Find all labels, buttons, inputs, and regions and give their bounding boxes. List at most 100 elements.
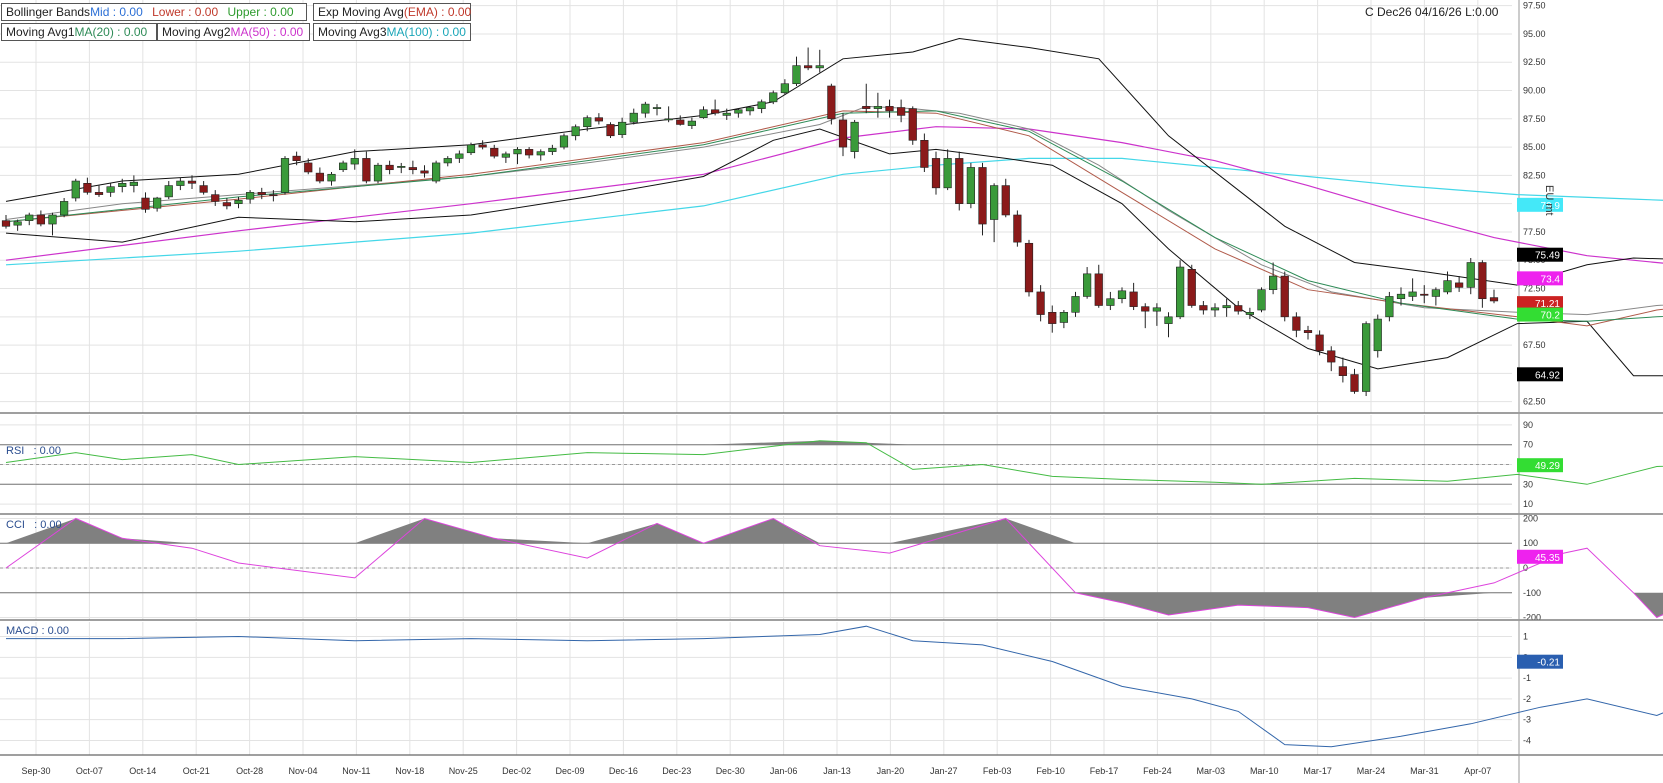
- bb-upper: Upper : 0.00: [227, 5, 294, 19]
- candle-body-82: [955, 158, 964, 204]
- y-tag-text-1-0: 49.29: [1535, 461, 1560, 472]
- candle-body-85: [990, 185, 999, 220]
- candle-body-90: [1048, 311, 1057, 324]
- candle-body-42: [490, 147, 499, 157]
- candle-body-83: [966, 167, 975, 204]
- candle-body-119: [1385, 296, 1394, 318]
- y-tick-0-97.50: 97.50: [1523, 1, 1546, 11]
- y-tag-text-3-0: -0.21: [1537, 658, 1560, 669]
- candle-body-71: [827, 85, 836, 120]
- candle-body-108: [1257, 289, 1266, 311]
- legend-ma2[interactable]: Moving Avg2MA(50) : 0.00: [157, 23, 310, 41]
- candle-body-18: [211, 194, 220, 202]
- candle-body-113: [1315, 334, 1324, 352]
- y-tag-0-2: [1517, 296, 1563, 311]
- candle-body-37: [432, 162, 441, 182]
- macd-name: MACD: [6, 625, 39, 637]
- x-tick-Feb-03: Feb-03: [983, 766, 1012, 776]
- cci-high-fill: [6, 518, 1663, 544]
- candle-body-7: [83, 183, 92, 193]
- candle-body-9: [106, 186, 115, 193]
- candle-body-51: [594, 117, 603, 122]
- candle-body-117: [1362, 323, 1371, 392]
- candle-body-43: [501, 153, 510, 158]
- y-tag-0-4: [1517, 367, 1563, 382]
- x-tick-Jan-27: Jan-27: [930, 766, 958, 776]
- candle-body-111: [1292, 316, 1301, 331]
- ma100-line: [5, 157, 1663, 266]
- x-tick-Apr-07: Apr-07: [1464, 766, 1491, 776]
- legend-bollinger-bands[interactable]: Bollinger BandsMid : 0.00 Lower : 0.00 U…: [1, 3, 307, 21]
- x-tick-Oct-28: Oct-28: [236, 766, 263, 776]
- candle-body-59: [687, 120, 696, 126]
- candle-body-107: [1245, 311, 1254, 315]
- candle-body-54: [629, 112, 638, 123]
- candle-body-104: [1210, 307, 1220, 311]
- candle-body-64: [745, 107, 755, 112]
- candle-body-2: [25, 214, 34, 221]
- y-tag-1-0: [1517, 458, 1563, 473]
- ma3-name: Moving Avg3: [318, 25, 387, 39]
- candle-body-80: [931, 158, 941, 189]
- candle-body-94: [1094, 273, 1103, 306]
- candle-body-12: [141, 197, 150, 210]
- y-tick-1-90: 90: [1523, 420, 1533, 430]
- bb-mid-line: [5, 105, 1663, 316]
- ma2-name: Moving Avg2: [162, 25, 231, 39]
- candle-body-84: [978, 167, 987, 225]
- candle-body-39: [455, 153, 464, 159]
- x-tick-Sep-30: Sep-30: [21, 766, 50, 776]
- y-tick-2-0: 0: [1523, 563, 1528, 573]
- candle-body-14: [164, 185, 173, 198]
- candle-body-13: [153, 197, 162, 209]
- y-tick-3--3: -3: [1523, 715, 1531, 725]
- x-tick-Mar-31: Mar-31: [1410, 766, 1439, 776]
- candle-body-87: [1013, 214, 1022, 243]
- candle-body-8: [94, 192, 104, 195]
- y-tag-2-0: [1517, 549, 1563, 564]
- candle-body-29: [339, 162, 348, 171]
- candle-body-116: [1350, 374, 1359, 392]
- y-tick-0-87.50: 87.50: [1523, 114, 1546, 124]
- candle-body-62: [722, 112, 731, 116]
- candle-body-48: [559, 135, 569, 148]
- ema-tag: (EMA) : 0.00: [403, 5, 472, 19]
- candle-body-75: [873, 106, 882, 109]
- candle-body-30: [350, 158, 359, 165]
- candle-body-49: [571, 126, 580, 137]
- macd-label: MACD : 0.00: [6, 625, 69, 637]
- rsi-label: RSI : 0.00: [6, 445, 61, 457]
- legend-ema[interactable]: Exp Moving Avg(EMA) : 0.00: [313, 3, 471, 21]
- candle-body-65: [757, 101, 766, 109]
- y-tick-3--2: -2: [1523, 694, 1531, 704]
- candle-body-10: [118, 183, 127, 187]
- candle-body-102: [1187, 268, 1196, 306]
- candle-body-115: [1338, 366, 1347, 376]
- candle-body-45: [525, 149, 534, 156]
- legend-ma1[interactable]: Moving Avg1MA(20) : 0.00: [1, 23, 157, 41]
- ema-line: [5, 110, 1663, 327]
- candle-body-11: [129, 181, 138, 186]
- candle-body-16: [187, 180, 197, 184]
- candle-body-93: [1083, 273, 1092, 297]
- candle-body-66: [769, 92, 778, 103]
- legend-ma3[interactable]: Moving Avg3MA(100) : 0.00: [313, 23, 471, 41]
- candle-body-125: [1455, 282, 1464, 288]
- x-tick-Mar-03: Mar-03: [1197, 766, 1226, 776]
- candle-body-123: [1431, 289, 1440, 297]
- y-tag-3-0: [1517, 654, 1563, 669]
- candle-body-127: [1478, 262, 1487, 300]
- candle-body-20: [234, 199, 243, 204]
- cci-value: : 0.00: [34, 519, 62, 531]
- macd-line: [6, 625, 1663, 748]
- x-tick-Mar-17: Mar-17: [1303, 766, 1332, 776]
- y-tag-text-0-5: 79.9: [1541, 201, 1561, 212]
- candle-body-31: [362, 158, 371, 182]
- y-tick-0-90.00: 90.00: [1523, 86, 1546, 96]
- rsi-name: RSI: [6, 445, 25, 457]
- y-tick-3-1: 1: [1523, 632, 1528, 642]
- symbol-info: C Dec26 04/16/26 L:0.00: [1365, 5, 1499, 19]
- candle-body-44: [513, 149, 522, 155]
- y-tag-text-0-0: 75.49: [1535, 251, 1560, 262]
